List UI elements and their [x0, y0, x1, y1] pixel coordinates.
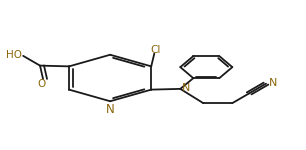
Text: Cl: Cl: [151, 45, 161, 55]
Text: N: N: [106, 103, 114, 116]
Text: N: N: [182, 83, 190, 93]
Text: O: O: [37, 79, 46, 89]
Text: HO: HO: [6, 50, 22, 60]
Text: N: N: [269, 78, 277, 88]
